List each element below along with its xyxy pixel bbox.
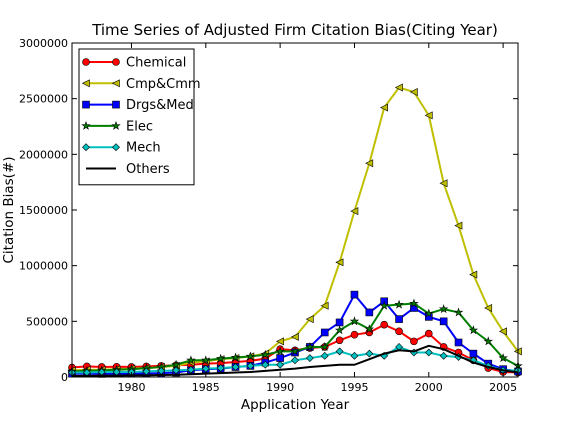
data-point [83, 101, 90, 108]
data-point [113, 59, 120, 66]
legend-label: Elec [126, 119, 153, 134]
data-point [351, 331, 358, 338]
chart-title: Time Series of Adjusted Firm Citation Bi… [91, 21, 498, 39]
y-tick-label: 1000000 [19, 260, 68, 273]
data-point [336, 337, 343, 344]
data-point [455, 339, 462, 346]
x-axis-label: Application Year [241, 397, 350, 413]
legend-label: Others [126, 162, 170, 177]
x-tick-label: 1985 [192, 381, 220, 394]
data-point [396, 316, 403, 323]
y-tick-label: 3000000 [19, 37, 68, 50]
x-tick-label: 1995 [340, 381, 368, 394]
data-point [321, 329, 328, 336]
y-tick-label: 500000 [26, 315, 68, 328]
y-tick-label: 0 [61, 371, 68, 384]
x-tick-label: 2005 [489, 381, 517, 394]
data-point [440, 318, 447, 325]
x-tick-label: 2000 [415, 381, 443, 394]
data-point [410, 338, 417, 345]
data-point [83, 59, 90, 66]
data-point [425, 330, 432, 337]
legend: Chemical Cmp&Cmm Drgs&Med Elec Mech Others [79, 49, 201, 185]
data-point [113, 101, 120, 108]
y-tick-label: 1500000 [19, 204, 68, 217]
legend-label: Mech [126, 141, 161, 156]
x-tick-label: 1980 [117, 381, 145, 394]
data-point [336, 319, 343, 326]
data-point [366, 309, 373, 316]
data-point [470, 350, 477, 357]
data-point [381, 321, 388, 328]
legend-label: Chemical [126, 56, 186, 71]
data-point [277, 355, 284, 362]
data-point [351, 291, 358, 298]
y-tick-label: 2000000 [19, 148, 68, 161]
legend-label: Drgs&Med [126, 98, 194, 113]
y-axis-label: Citation Bias(#) [1, 156, 17, 263]
y-tick-label: 2500000 [19, 93, 68, 106]
legend-label: Cmp&Cmm [126, 77, 201, 92]
data-point [396, 328, 403, 335]
x-tick-label: 1990 [266, 381, 294, 394]
